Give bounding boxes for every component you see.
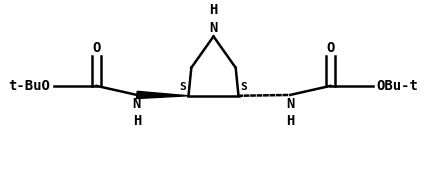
Text: N: N [132,97,141,111]
Text: S: S [179,82,186,92]
Text: S: S [240,82,247,92]
Text: H: H [132,114,141,128]
Text: N: N [209,21,217,35]
Text: H: H [285,114,294,128]
Text: H: H [209,3,217,17]
Text: OBu-t: OBu-t [376,79,418,93]
Text: N: N [285,97,294,111]
Text: O: O [92,40,101,54]
Polygon shape [136,91,188,99]
Text: t-BuO: t-BuO [8,79,50,93]
Text: O: O [325,40,334,54]
